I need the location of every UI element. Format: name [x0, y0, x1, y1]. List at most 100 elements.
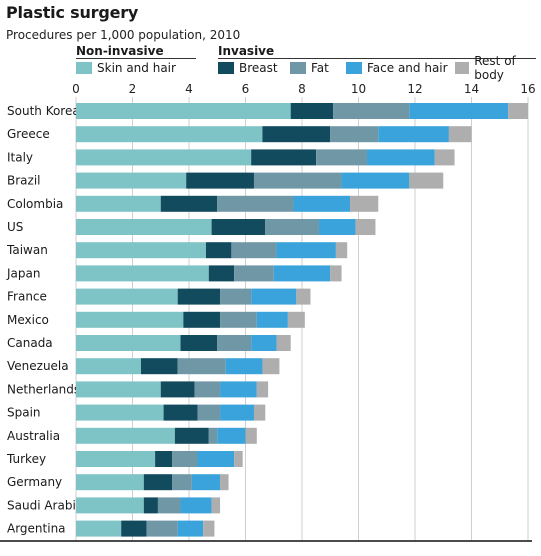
bar-segment	[251, 335, 277, 351]
legend-label: Skin and hair	[97, 61, 176, 75]
bar-segment	[220, 381, 257, 398]
bar-segment	[174, 427, 209, 444]
bar-segment	[217, 195, 294, 212]
bar-segment	[318, 219, 356, 235]
bar-segment	[276, 335, 291, 351]
category-label: Canada	[7, 336, 53, 350]
bar-segment	[76, 219, 212, 235]
bar-segment	[330, 126, 379, 143]
bar-segment	[350, 195, 379, 212]
bar-segment	[409, 103, 509, 119]
category-label: Netherlands	[7, 382, 80, 396]
bar-segment	[76, 172, 187, 189]
bar-segment	[155, 451, 173, 467]
category-label: Taiwan	[6, 243, 48, 257]
category-label: Colombia	[7, 197, 63, 211]
legend-group-rule	[76, 58, 196, 59]
category-label: Turkey	[6, 452, 46, 466]
bar-segment	[220, 311, 257, 328]
x-tick-label: 0	[72, 82, 80, 96]
bar-segment	[76, 195, 161, 212]
bar-segment	[217, 335, 252, 351]
legend-group-title: Non-invasive	[76, 44, 164, 58]
bar-segment	[76, 497, 144, 514]
bar-segment	[157, 497, 181, 514]
bar-segment	[186, 172, 254, 189]
category-label: Saudi Arabia	[7, 498, 83, 512]
bar-segment	[276, 242, 336, 259]
bar-segment	[143, 497, 158, 514]
bar-segment	[378, 126, 449, 143]
legend-group-title: Invasive	[218, 44, 275, 58]
bar-segment	[251, 288, 297, 305]
bar-segment	[160, 195, 218, 212]
bar-segment	[355, 219, 376, 235]
bar-segment	[76, 427, 175, 444]
category-label: Italy	[7, 150, 33, 164]
category-label: Mexico	[7, 313, 49, 327]
bar-segment	[205, 242, 232, 259]
bar-segment	[197, 404, 221, 421]
bar-segment	[163, 404, 198, 421]
bar-segment	[76, 242, 206, 259]
category-label: Venezuela	[7, 359, 69, 373]
chart-subtitle: Procedures per 1,000 population, 2010	[6, 28, 241, 42]
bar-segment	[143, 474, 173, 491]
bar-segment	[251, 149, 317, 166]
bar-segment	[333, 103, 410, 119]
bar-segment	[76, 288, 178, 305]
bars: South Korea Greece Italy Brazil Colombia US Ta…	[6, 103, 528, 537]
category-label: Japan	[6, 266, 40, 280]
bar-segment	[76, 451, 156, 467]
bar-segment	[76, 335, 181, 351]
bar-segment	[341, 172, 410, 189]
legend-group-rule	[218, 58, 536, 59]
bar-segment	[76, 520, 122, 537]
bar-segment	[146, 520, 178, 537]
x-tick-label: 12	[407, 82, 422, 96]
bar-segment	[253, 404, 266, 421]
legend-swatch	[290, 62, 306, 74]
bar-segment	[76, 103, 291, 119]
bar-segment	[448, 126, 472, 143]
bar-segment	[208, 265, 235, 282]
bar-segment	[76, 311, 184, 328]
bar-segment	[265, 219, 319, 235]
bar-segment	[76, 126, 263, 143]
category-label: Brazil	[7, 174, 41, 188]
bar-segment	[293, 195, 351, 212]
bar-segment	[203, 520, 215, 537]
bar-segment	[76, 265, 209, 282]
chart-title: Plastic surgery	[6, 3, 139, 22]
bar-segment	[140, 358, 178, 375]
bar-segment	[180, 497, 212, 514]
bar-segment	[172, 451, 198, 467]
bar-segment	[211, 497, 221, 514]
bar-segment	[335, 242, 348, 259]
bar-segment	[225, 358, 263, 375]
legend-item: Skin and hair	[76, 61, 176, 75]
bar-segment	[234, 451, 243, 467]
bar-segment	[76, 404, 164, 421]
legend-label: Fat	[311, 61, 329, 75]
x-tick-label: 4	[185, 82, 193, 96]
x-tick-labels: 0 2 4 6 8 10 12 14 16	[72, 82, 535, 96]
bar-segment	[409, 172, 444, 189]
bar-segment	[177, 358, 226, 375]
legend-swatch	[346, 62, 362, 74]
x-tick-label: 10	[351, 82, 366, 96]
legend-swatch	[455, 62, 470, 74]
bar-segment	[287, 311, 305, 328]
legend-label: Rest of body	[474, 54, 516, 82]
bar-segment	[262, 126, 331, 143]
category-label: Germany	[7, 475, 62, 489]
bar-segment	[211, 219, 266, 235]
category-label: US	[7, 220, 23, 234]
category-label: South Korea	[7, 104, 80, 118]
legend-item: Breast	[218, 61, 278, 75]
bar-segment	[177, 520, 204, 537]
bar-segment	[220, 474, 229, 491]
category-label: France	[7, 290, 47, 304]
bar-segment	[121, 520, 147, 537]
bar-segment	[508, 103, 528, 119]
